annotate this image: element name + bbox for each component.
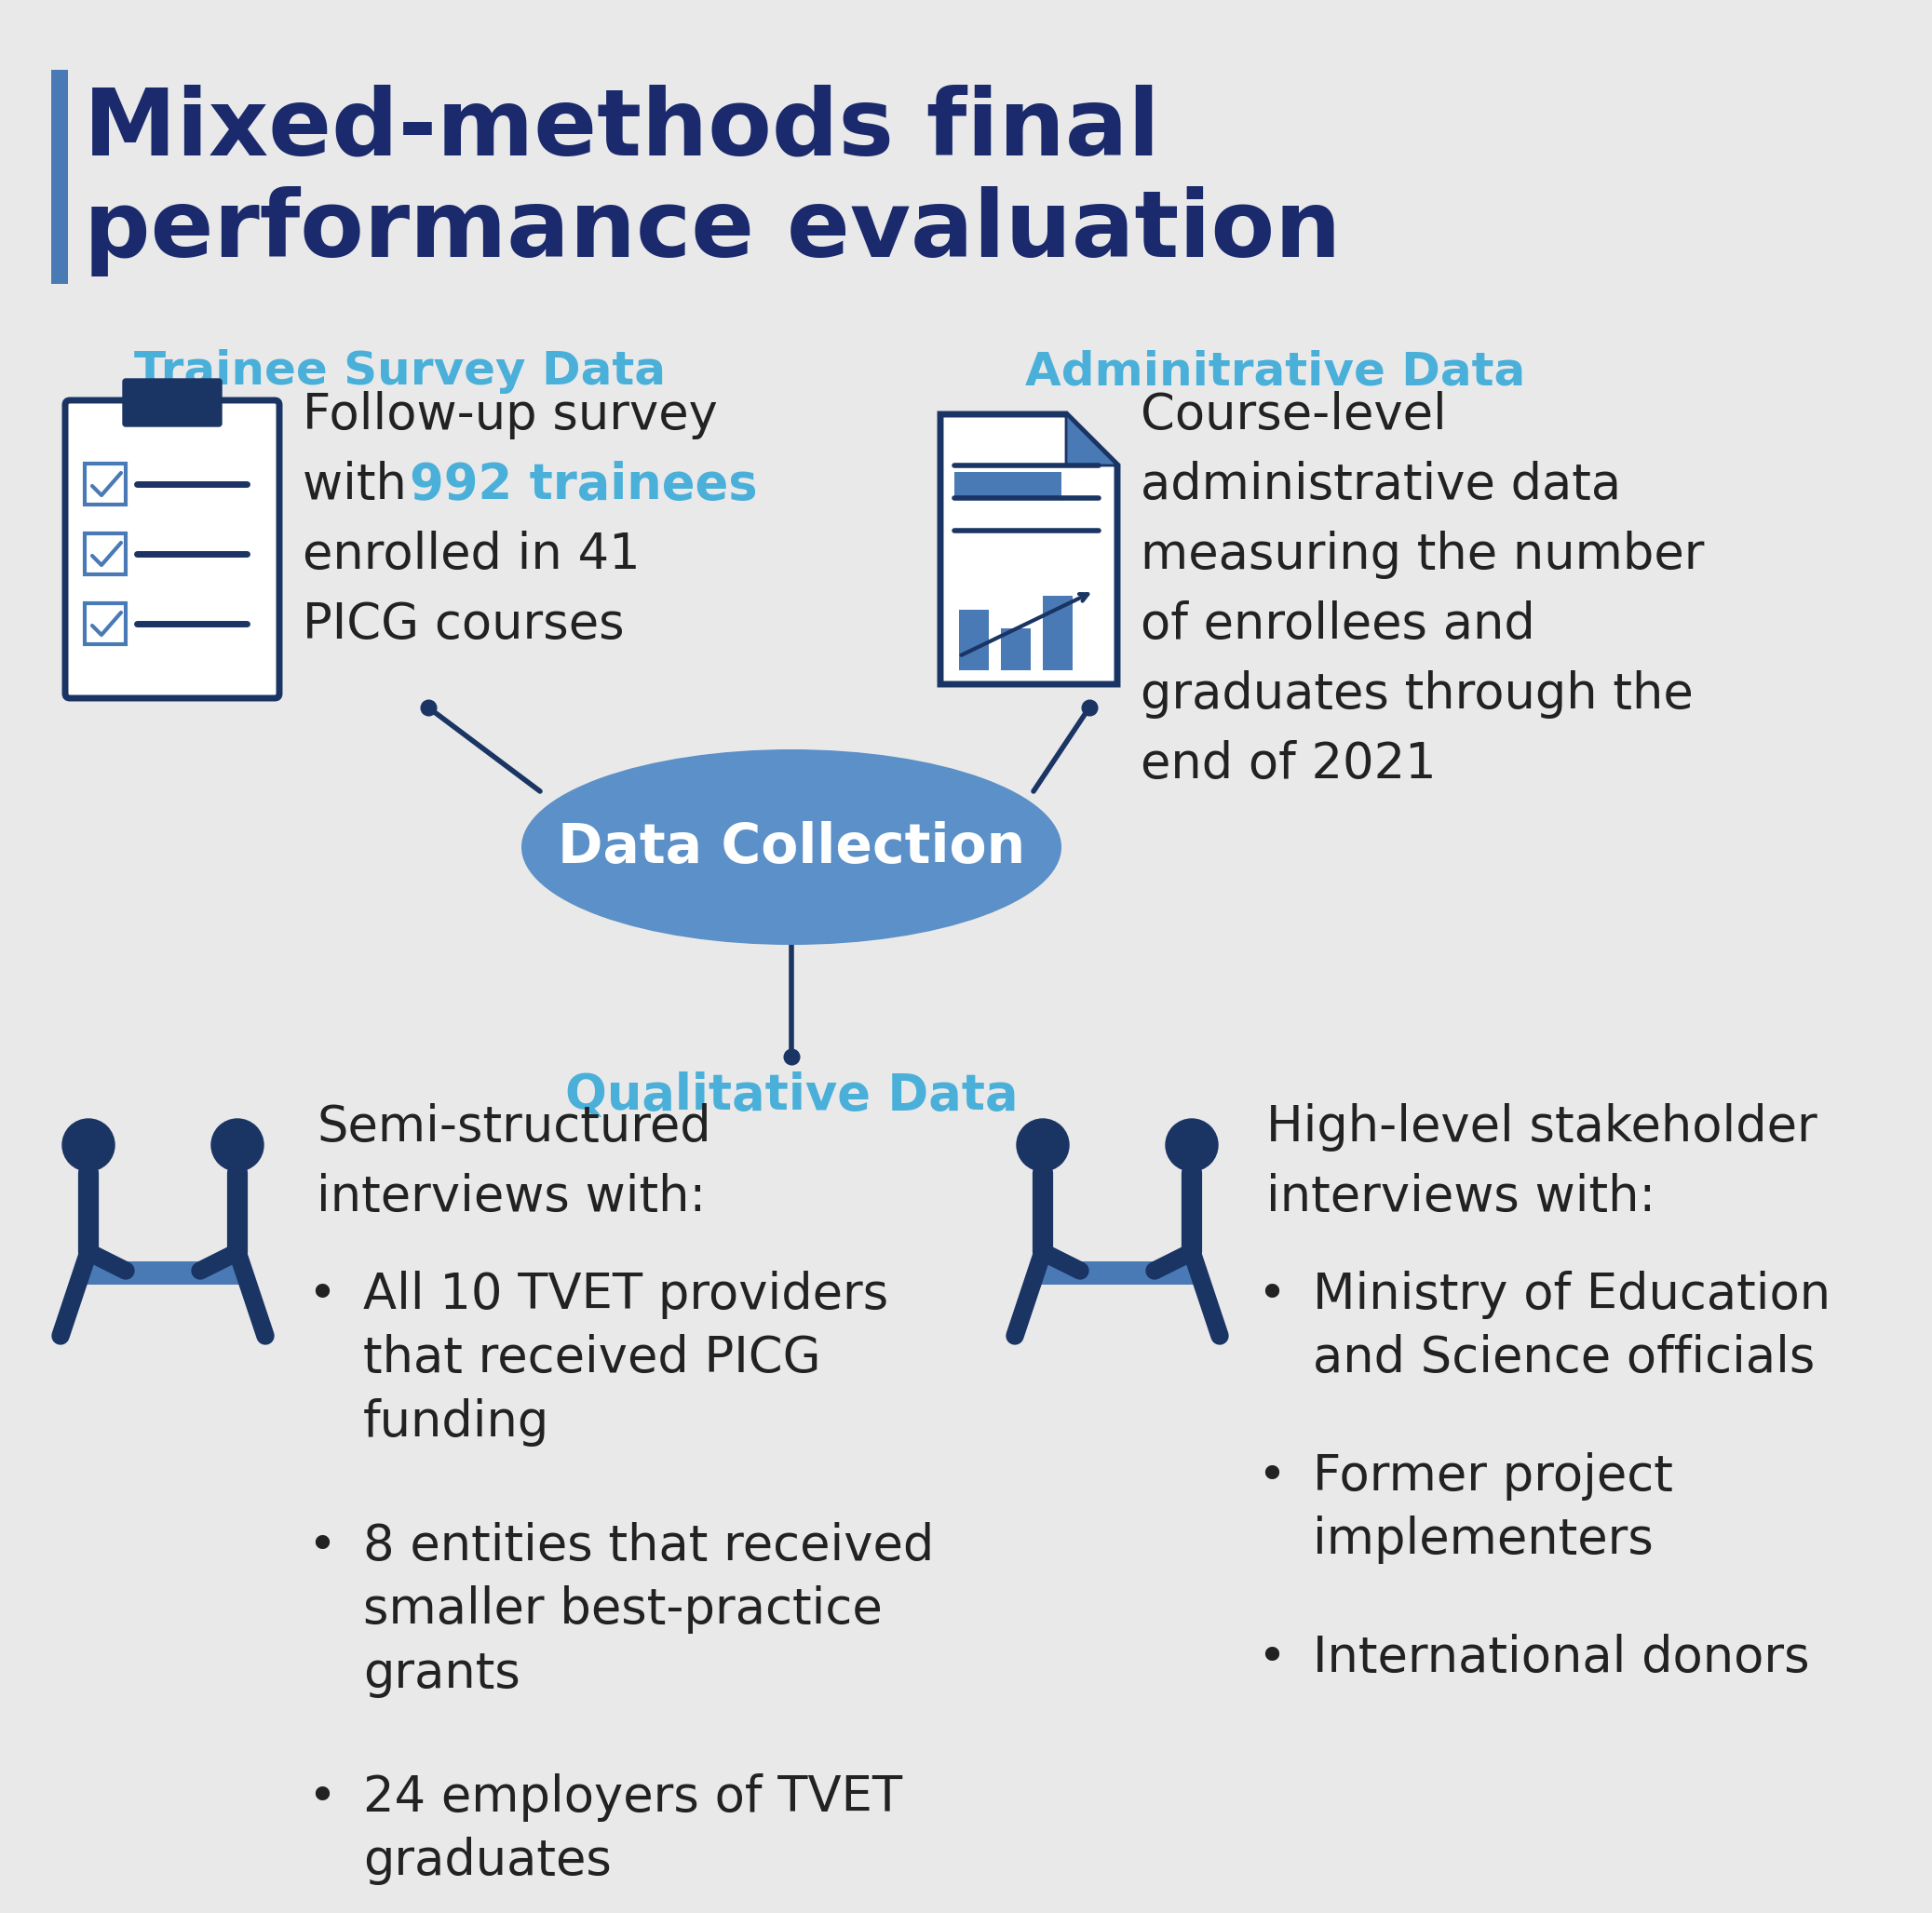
Text: Mixed-methods final: Mixed-methods final bbox=[83, 84, 1159, 174]
Text: Trainee Survey Data: Trainee Survey Data bbox=[135, 348, 667, 394]
Text: of enrollees and: of enrollees and bbox=[1140, 601, 1536, 649]
Text: •: • bbox=[307, 1773, 336, 1821]
Text: 8 entities that received
smaller best-practice
grants: 8 entities that received smaller best-pr… bbox=[363, 1523, 933, 1697]
FancyBboxPatch shape bbox=[1034, 1261, 1202, 1286]
Text: •: • bbox=[1258, 1452, 1287, 1500]
Ellipse shape bbox=[522, 750, 1061, 945]
FancyBboxPatch shape bbox=[52, 69, 68, 283]
Text: Course-level: Course-level bbox=[1140, 390, 1447, 440]
Text: Data Collection: Data Collection bbox=[558, 821, 1026, 874]
Text: Adminitrative Data: Adminitrative Data bbox=[1026, 348, 1526, 394]
Circle shape bbox=[211, 1119, 263, 1171]
Text: interviews with:: interviews with: bbox=[317, 1173, 705, 1220]
Text: 992 trainees: 992 trainees bbox=[410, 461, 757, 509]
Text: measuring the number: measuring the number bbox=[1140, 530, 1704, 580]
Text: •: • bbox=[1258, 1270, 1287, 1320]
Text: •: • bbox=[307, 1270, 336, 1320]
Text: Semi-structured: Semi-structured bbox=[317, 1104, 711, 1152]
Text: interviews with:: interviews with: bbox=[1265, 1173, 1656, 1220]
Text: graduates through the: graduates through the bbox=[1140, 670, 1694, 719]
Text: Qualitative Data: Qualitative Data bbox=[564, 1071, 1018, 1119]
FancyBboxPatch shape bbox=[124, 379, 222, 427]
Circle shape bbox=[1016, 1119, 1068, 1171]
FancyBboxPatch shape bbox=[66, 400, 280, 698]
Circle shape bbox=[62, 1119, 114, 1171]
Circle shape bbox=[155, 383, 189, 417]
FancyBboxPatch shape bbox=[1043, 595, 1072, 670]
Text: Ministry of Education
and Science officials: Ministry of Education and Science offici… bbox=[1314, 1270, 1832, 1383]
FancyBboxPatch shape bbox=[954, 473, 1061, 497]
Text: performance evaluation: performance evaluation bbox=[83, 186, 1341, 277]
FancyBboxPatch shape bbox=[1001, 627, 1030, 670]
Text: International donors: International donors bbox=[1314, 1634, 1810, 1682]
Circle shape bbox=[1165, 1119, 1217, 1171]
Text: with: with bbox=[303, 461, 423, 509]
Text: Former project
implementers: Former project implementers bbox=[1314, 1452, 1673, 1565]
Text: Follow-up survey: Follow-up survey bbox=[303, 390, 719, 440]
Text: •: • bbox=[307, 1523, 336, 1571]
Text: PICG courses: PICG courses bbox=[303, 601, 624, 649]
Polygon shape bbox=[1066, 415, 1117, 465]
Text: All 10 TVET providers
that received PICG
funding: All 10 TVET providers that received PICG… bbox=[363, 1270, 889, 1446]
Text: 24 employers of TVET
graduates: 24 employers of TVET graduates bbox=[363, 1773, 902, 1886]
FancyBboxPatch shape bbox=[958, 610, 989, 670]
FancyBboxPatch shape bbox=[79, 1261, 247, 1286]
Text: •: • bbox=[1258, 1634, 1287, 1682]
Polygon shape bbox=[941, 415, 1117, 685]
Text: enrolled in 41: enrolled in 41 bbox=[303, 530, 639, 580]
Text: end of 2021: end of 2021 bbox=[1140, 740, 1435, 788]
Text: High-level stakeholder: High-level stakeholder bbox=[1265, 1104, 1818, 1152]
Text: administrative data: administrative data bbox=[1140, 461, 1621, 509]
